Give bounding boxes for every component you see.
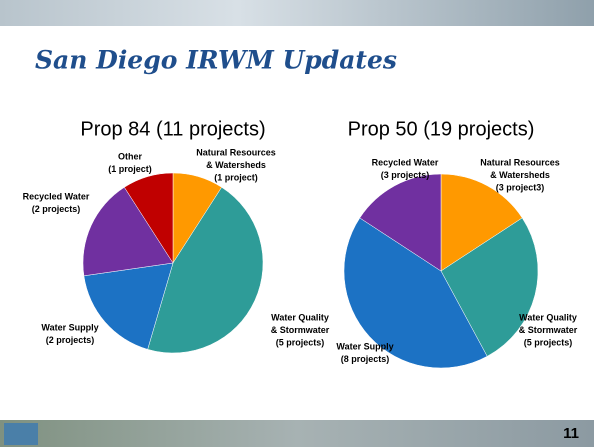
slice-label: (1 project) [214,172,258,182]
pie-title: Prop 84 (11 projects) [80,118,265,140]
slice-label: & Stormwater [271,325,330,335]
slice-label: Water Supply [336,341,393,351]
slice-label: (5 projects) [524,337,573,347]
logo [4,423,38,445]
slice-label: Recycled Water [23,191,90,201]
top-banner [0,0,594,26]
slice-label: Natural Resources [480,157,560,167]
slice-label: (2 projects) [46,335,95,345]
slice-label: Water Quality [519,312,577,322]
slice-label: Other [118,151,143,161]
bottom-banner [0,420,594,447]
slice-label: (2 projects) [32,204,81,214]
slice-label: Natural Resources [196,147,276,157]
slice-label: & Watersheds [490,170,550,180]
slice-label: Water Quality [271,312,329,322]
slice-label: (3 project3) [496,182,545,192]
pie-title: Prop 50 (19 projects) [348,118,535,140]
slide: San Diego IRWM Updates 11 Prop 84 (11 pr… [0,0,594,447]
slide-title: San Diego IRWM Updates [35,46,397,75]
slice-label: (8 projects) [341,354,390,364]
slice-label: (1 project) [108,164,152,174]
slice-label: (5 projects) [276,337,325,347]
slice-label: & Watersheds [206,160,266,170]
slice-label: Recycled Water [372,157,439,167]
slice-label: Water Supply [41,322,98,332]
page-number: 11 [563,425,579,442]
slice-label: & Stormwater [519,325,578,335]
slice-label: (3 projects) [381,170,430,180]
